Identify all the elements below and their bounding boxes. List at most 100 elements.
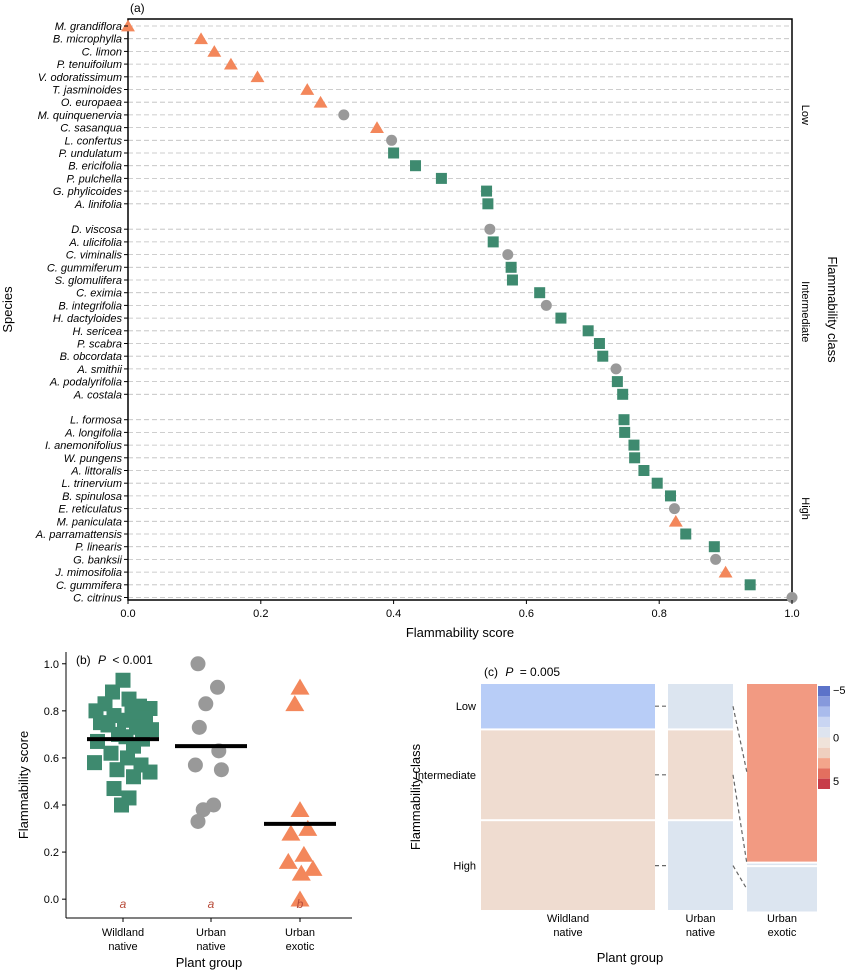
point-wildland_native bbox=[126, 769, 141, 785]
connector-line bbox=[732, 706, 748, 773]
species-label-v-odoratissimum: V. odoratissimum bbox=[38, 72, 122, 84]
species-label-e-reticulatus: E. reticulatus bbox=[58, 504, 122, 516]
y-tick-label: 0.8 bbox=[44, 706, 59, 718]
row-label-low: Low bbox=[456, 701, 476, 713]
point-b-ericifolia bbox=[410, 160, 422, 172]
c-y-axis-label: Flammability class bbox=[408, 743, 423, 850]
point-urban_native bbox=[195, 802, 211, 818]
legend-swatch bbox=[818, 758, 830, 769]
point-l-trinervium bbox=[651, 477, 663, 489]
point-c-viminalis bbox=[502, 249, 514, 261]
point-c-gummiferum bbox=[505, 261, 517, 273]
c-panel-label: (c) bbox=[484, 665, 498, 679]
column-label-wildland-native: Wildland bbox=[547, 913, 589, 925]
point-p-pulchella bbox=[435, 172, 447, 184]
c-residual-legend: −5 0 5 bbox=[818, 685, 846, 789]
species-label-m-quinquenervia: M. quinquenervia bbox=[38, 110, 122, 122]
point-urban_exotic bbox=[303, 859, 323, 876]
tile-urban-native-low bbox=[668, 684, 733, 729]
point-c-limon bbox=[207, 45, 222, 57]
point-b-obcordata bbox=[597, 350, 609, 362]
point-a-longifolia bbox=[619, 426, 631, 438]
column-label-wildland-native: native bbox=[553, 927, 582, 939]
point-c-eximia bbox=[534, 287, 546, 299]
b-median-bars bbox=[87, 737, 336, 826]
species-label-h-sericea: H. sericea bbox=[72, 326, 122, 338]
point-wildland_native bbox=[142, 764, 158, 780]
point-wildland_native bbox=[126, 738, 141, 754]
point-urban_native bbox=[190, 813, 206, 829]
x-tick-label: 0.2 bbox=[253, 608, 268, 620]
point-urban_exotic bbox=[298, 819, 318, 836]
point-urban_exotic bbox=[291, 864, 311, 881]
legend-swatch bbox=[818, 686, 830, 697]
tile-urban-native-intermediate bbox=[668, 730, 733, 820]
point-urban_native bbox=[213, 762, 229, 778]
letter-urban_exotic: b bbox=[297, 897, 304, 911]
species-label-a-littoralis: A. littoralis bbox=[70, 466, 122, 478]
a-class-labels: Low Intermediate High bbox=[799, 105, 811, 520]
tile-wildland-native-high bbox=[481, 821, 655, 910]
point-b-microphylla bbox=[194, 32, 208, 45]
point-p-scabra bbox=[593, 338, 605, 349]
y-tick-label: 0.4 bbox=[44, 800, 59, 812]
a-right-axis-label: Flammability class bbox=[825, 256, 840, 363]
group-label-wildland_native: native bbox=[108, 941, 137, 953]
point-wildland_native bbox=[114, 797, 129, 813]
point-urban_exotic bbox=[290, 678, 310, 695]
letter-wildland_native: a bbox=[120, 897, 127, 911]
point-urban_exotic bbox=[294, 845, 314, 862]
legend-swatch bbox=[818, 747, 830, 759]
point-urban_exotic bbox=[285, 695, 305, 712]
tile-urban-exotic-low bbox=[747, 684, 817, 862]
legend-swatch bbox=[818, 778, 830, 789]
point-c-sasanqua bbox=[370, 121, 384, 133]
c-column-labels: Wildland native Urban native Urban exotic bbox=[547, 913, 797, 939]
point-m-quinquenervia bbox=[338, 109, 350, 121]
y-tick-label: 0.2 bbox=[44, 847, 59, 859]
column-label-urban-exotic: exotic bbox=[768, 927, 797, 939]
point-urban_native bbox=[187, 757, 203, 773]
legend-swatch bbox=[818, 727, 830, 738]
a-panel-label: (a) bbox=[130, 1, 145, 15]
species-label-l-formosa: L. formosa bbox=[70, 415, 122, 427]
point-urban_native bbox=[191, 719, 207, 735]
species-label-a-ulicifolia: A. ulicifolia bbox=[68, 237, 122, 249]
species-label-a-linifolia: A. linifolia bbox=[74, 199, 122, 211]
a-x-axis-label: Flammability score bbox=[406, 625, 514, 640]
species-label-a-parramattensis: A. parramattensis bbox=[35, 529, 123, 541]
point-p-undulatum bbox=[388, 147, 400, 159]
point-wildland_native bbox=[109, 762, 125, 778]
y-tick-label: 0.6 bbox=[44, 753, 59, 765]
point-wildland_native bbox=[106, 781, 122, 797]
b-p-symbol: P bbox=[98, 653, 106, 667]
y-tick-label: 0.0 bbox=[44, 894, 59, 906]
a-y-axis-label: Species bbox=[0, 286, 15, 333]
species-label-g-banksii: G. banksii bbox=[73, 554, 122, 566]
species-label-g-phylicoides: G. phylicoides bbox=[53, 186, 123, 198]
b-panel-title: (b) P < 0.001 bbox=[76, 653, 153, 667]
point-wildland_native bbox=[105, 684, 120, 700]
a-plot-frame bbox=[127, 18, 793, 601]
point-wildland_native bbox=[117, 712, 132, 728]
species-label-b-spinulosa: B. spinulosa bbox=[62, 491, 122, 503]
species-label-b-ericifolia: B. ericifolia bbox=[68, 161, 122, 173]
tile-wildland-native-low bbox=[481, 684, 655, 729]
species-label-a-smithii: A. smithii bbox=[76, 364, 122, 376]
a-gridlines bbox=[128, 25, 792, 598]
point-s-glomulifera bbox=[506, 274, 518, 286]
c-p-value: = 0.005 bbox=[520, 665, 561, 679]
point-urban_native bbox=[210, 679, 225, 695]
species-label-l-confertus: L. confertus bbox=[65, 135, 123, 147]
point-a-linifolia bbox=[482, 198, 494, 210]
point-a-littoralis bbox=[638, 465, 650, 476]
point-wildland_native bbox=[115, 672, 131, 688]
connector-line bbox=[732, 865, 748, 890]
group-label-urban_exotic: exotic bbox=[286, 941, 315, 953]
point-b-integrifolia bbox=[540, 299, 552, 311]
point-i-anemonifolius bbox=[628, 439, 640, 451]
column-label-urban-native: native bbox=[686, 927, 715, 939]
